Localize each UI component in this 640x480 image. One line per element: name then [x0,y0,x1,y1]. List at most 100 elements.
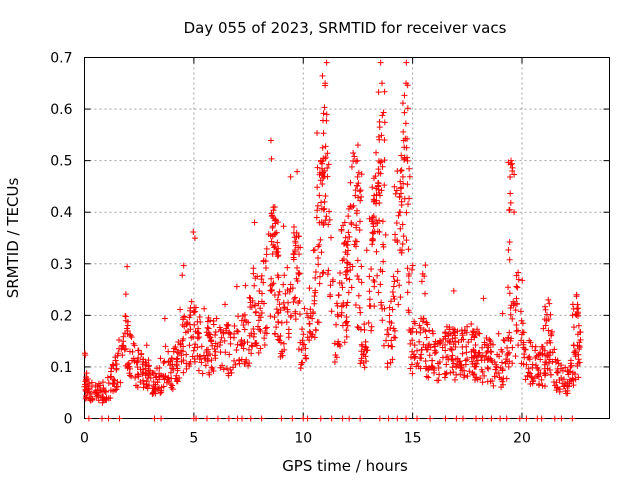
data-point [241,360,248,367]
data-point [562,364,569,371]
data-point [283,319,290,326]
data-point [512,307,519,314]
data-point [493,363,500,370]
data-point [388,337,395,344]
data-point [188,334,195,341]
data-point [314,130,321,137]
data-point [187,307,194,314]
data-point [409,370,416,377]
data-point [319,269,326,276]
data-point [312,326,319,333]
data-point [444,353,451,360]
data-point [177,341,184,348]
data-point [99,415,105,422]
data-point [252,340,259,347]
data-point [390,293,397,300]
data-point [390,273,397,280]
y-tick-label: 0.4 [50,205,72,221]
data-point [399,240,406,247]
data-point [135,347,142,354]
data-point [505,284,512,291]
data-point [408,329,415,336]
data-point [192,328,199,335]
data-point [307,329,314,336]
data-point [181,313,188,320]
data-point [377,281,384,288]
data-point [470,328,477,335]
data-point [298,346,305,353]
data-point [348,284,355,291]
data-point [411,318,418,325]
data-point [399,247,406,254]
data-point [395,212,402,219]
data-point [201,305,208,312]
data-point [142,362,149,369]
data-point [151,370,158,377]
data-point [278,415,285,422]
y-tick-label: 0.2 [50,308,72,324]
data-point [228,369,235,376]
data-point [238,317,245,324]
data-point [392,334,399,341]
data-point [273,306,280,313]
data-point [551,415,558,422]
data-point [340,255,347,262]
data-point [152,390,159,397]
data-point [318,199,325,206]
data-point [306,337,313,344]
data-point [235,328,242,335]
data-point [267,313,274,320]
data-point [183,351,190,358]
data-point [381,157,388,164]
data-point [320,130,327,137]
data-point [479,379,486,386]
data-point [290,254,297,261]
data-point [179,321,186,328]
data-point [231,330,238,337]
data-point [284,264,291,271]
data-point [130,340,137,347]
data-point [470,355,477,362]
data-point [367,303,374,310]
data-point [285,299,292,306]
data-point [254,273,261,280]
data-point [315,254,322,261]
data-point [357,197,364,204]
data-point [271,204,278,211]
data-point [333,321,340,328]
data-point [140,380,147,387]
data-point [377,59,384,66]
data-point [355,292,362,299]
data-point [499,348,506,355]
data-point [231,323,238,330]
data-point [391,278,398,285]
y-tick-label: 0.3 [50,257,72,273]
data-point [515,342,522,349]
data-point [516,415,523,422]
data-point [573,291,580,298]
data-point [170,348,177,355]
data-point [394,277,401,284]
data-point [358,348,365,355]
data-point [135,355,142,362]
tick-layer: 0 0.1 0.2 0.3 0.4 0.5 0.6 0.7 0 5 10 15 20 [50,51,610,447]
data-point [542,370,549,377]
data-point [127,332,134,339]
data-point [239,415,245,422]
data-point [550,379,557,386]
data-point [424,321,431,328]
data-point [152,374,159,381]
y-tick-label: 0.1 [50,360,72,376]
data-point [140,369,147,376]
data-point [499,378,506,385]
data-point [521,346,528,353]
data-point [273,324,280,331]
data-point [352,158,359,165]
data-point [248,330,255,337]
data-point [219,362,226,369]
data-point [212,355,219,362]
data-point [381,88,388,95]
data-point [514,284,521,291]
data-point [168,384,175,391]
data-point [355,180,362,187]
